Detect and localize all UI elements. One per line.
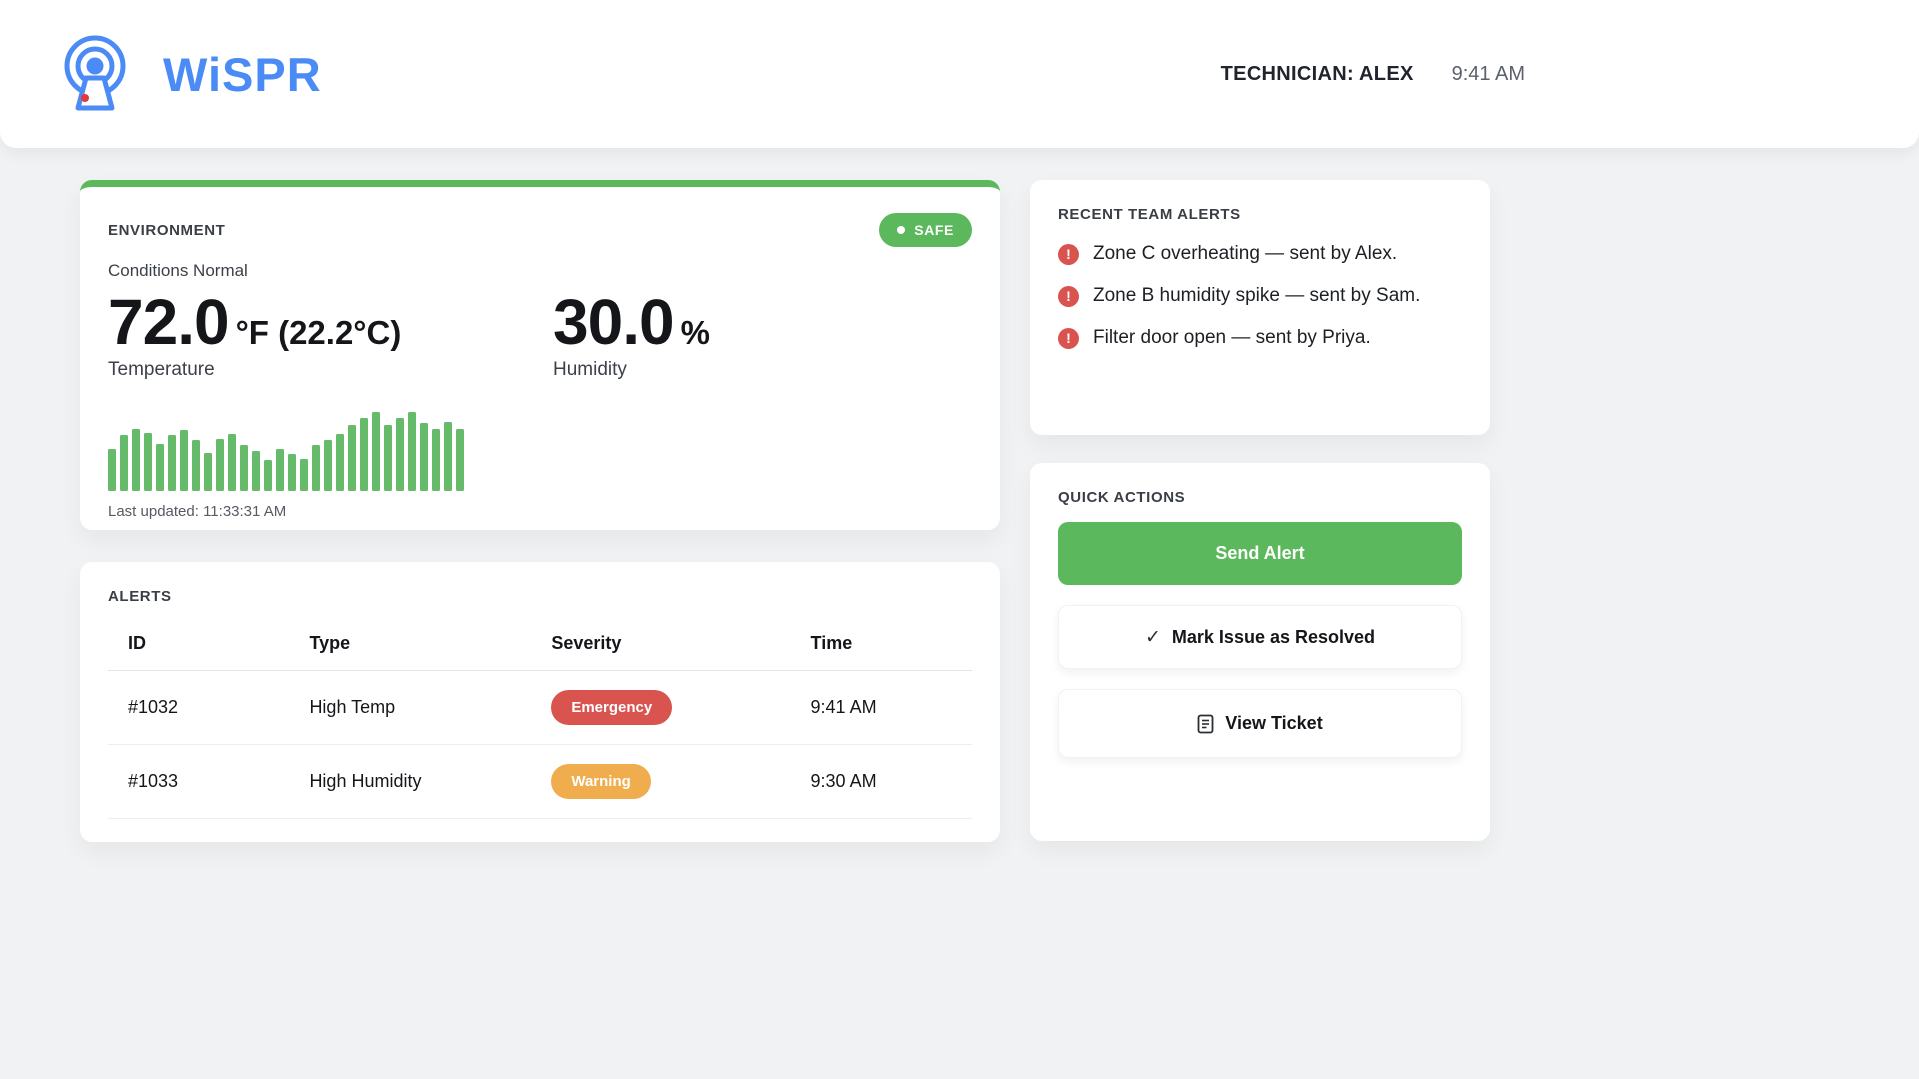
humidity-value: 30.0	[553, 286, 675, 358]
sparkline-bar	[384, 425, 392, 491]
alert-severity-cell: Warning	[531, 744, 791, 819]
team-alerts-card: RECENT TEAM ALERTS ! Zone C overheating …	[1030, 180, 1490, 435]
sparkline-bar	[408, 412, 416, 491]
ticket-document-icon	[1197, 714, 1214, 733]
alert-severity-cell: Emergency	[531, 670, 791, 745]
check-icon: ✓	[1144, 626, 1161, 648]
severity-pill-emergency: Emergency	[551, 690, 673, 725]
alert-time-cell: 9:41 AM	[790, 670, 972, 745]
alert-exclamation-icon: !	[1058, 327, 1079, 349]
team-alert-text: Zone C overheating — sent by Alex.	[1093, 243, 1398, 264]
view-ticket-label: View Ticket	[1225, 713, 1323, 733]
temperature-value: 72.0	[108, 286, 230, 358]
sparkline-bar	[360, 418, 368, 491]
header-time: 9:41 AM	[1451, 62, 1525, 85]
sparkline-bar	[324, 440, 332, 491]
team-alert-text: Zone B humidity spike — sent by Sam.	[1093, 285, 1421, 306]
mark-resolved-button[interactable]: ✓ Mark Issue as Resolved	[1058, 605, 1462, 669]
humidity-label: Humidity	[553, 359, 627, 380]
sparkline-bar	[228, 434, 236, 491]
environment-card: ENVIRONMENT SAFE Conditions Normal 72.0 …	[80, 180, 1000, 530]
mark-resolved-label: Mark Issue as Resolved	[1171, 626, 1376, 647]
environment-sparkline	[108, 411, 474, 491]
sparkline-bar	[216, 439, 224, 491]
sparkline-bar	[156, 444, 164, 491]
sparkline-bar	[288, 454, 296, 491]
last-updated-text: Last updated: 11:33:31 AM	[108, 503, 287, 520]
sparkline-bar	[420, 423, 428, 491]
column-header-type: Type	[289, 619, 532, 671]
brand: WiSPR	[55, 32, 322, 116]
column-header-time: Time	[790, 619, 972, 671]
alert-type-cell: High Temp	[289, 670, 532, 745]
column-header-severity: Severity	[531, 619, 791, 671]
alerts-card: ALERTS ID Type Severity Time #1032 High …	[80, 562, 1000, 842]
sparkline-bar	[348, 425, 356, 491]
alert-exclamation-icon: !	[1058, 285, 1079, 307]
sparkline-bar	[108, 449, 116, 491]
sparkline-bar	[252, 451, 260, 491]
sparkline-bar	[396, 418, 404, 491]
view-ticket-button[interactable]: View Ticket	[1058, 689, 1462, 758]
quick-actions-card: QUICK ACTIONS Send Alert ✓ Mark Issue as…	[1030, 463, 1490, 841]
team-alerts-title: RECENT TEAM ALERTS	[1058, 206, 1241, 223]
environment-title: ENVIRONMENT	[108, 221, 226, 239]
alert-id-cell: #1032	[108, 670, 290, 745]
alerts-header-row: ID Type Severity Time	[108, 619, 972, 671]
sparkline-bar	[120, 435, 128, 491]
team-alert-text: Filter door open — sent by Priya.	[1093, 327, 1371, 348]
app-header: WiSPR TECHNICIAN: ALEX 9:41 AM	[0, 0, 1919, 148]
sparkline-bar	[192, 440, 200, 491]
sparkline-bar	[240, 445, 248, 491]
column-header-id: ID	[108, 619, 290, 671]
sparkline-bar	[264, 460, 272, 491]
alert-type-cell: High Humidity	[289, 744, 532, 819]
sparkline-bar	[444, 422, 452, 491]
sparkline-bar	[204, 453, 212, 491]
table-row: #1032 High Temp Emergency 9:41 AM	[108, 670, 972, 745]
alerts-title: ALERTS	[108, 588, 172, 605]
team-alerts-list: ! Zone C overheating — sent by Alex. ! Z…	[1058, 243, 1462, 349]
sparkline-bar	[456, 429, 464, 491]
humidity-unit: %	[680, 314, 710, 351]
sparkline-bar	[132, 429, 140, 491]
status-badge: SAFE	[879, 213, 972, 247]
severity-pill-warning: Warning	[551, 764, 651, 799]
sparkline-bar	[336, 434, 344, 491]
alert-time-cell: 9:30 AM	[790, 744, 972, 819]
table-row: #1033 High Humidity Warning 9:30 AM	[108, 744, 972, 819]
sparkline-bar	[180, 430, 188, 491]
send-alert-label: Send Alert	[1215, 543, 1305, 563]
temperature-unit: °F (22.2°C)	[235, 314, 402, 351]
temperature-reading: 72.0 °F (22.2°C) Temperature	[108, 285, 553, 381]
sparkline-bar	[432, 429, 440, 491]
wispr-logo-icon	[55, 32, 135, 116]
send-alert-button[interactable]: Send Alert	[1058, 522, 1462, 585]
sparkline-bar	[144, 433, 152, 491]
list-item: ! Filter door open — sent by Priya.	[1058, 327, 1462, 349]
technician-label: TECHNICIAN: ALEX	[1220, 62, 1414, 85]
humidity-reading: 30.0 % Humidity	[553, 285, 710, 381]
temperature-label: Temperature	[108, 359, 215, 380]
sparkline-bar	[372, 412, 380, 491]
quick-actions-title: QUICK ACTIONS	[1058, 489, 1186, 506]
sparkline-bar	[168, 435, 176, 491]
sparkline-bar	[312, 445, 320, 491]
list-item: ! Zone B humidity spike — sent by Sam.	[1058, 285, 1462, 307]
safe-dot-icon	[897, 226, 906, 234]
list-item: ! Zone C overheating — sent by Alex.	[1058, 243, 1462, 265]
sparkline-bar	[300, 459, 308, 491]
status-badge-label: SAFE	[914, 222, 954, 238]
alert-exclamation-icon: !	[1058, 243, 1079, 265]
alert-id-cell: #1033	[108, 744, 290, 819]
sparkline-bar	[276, 449, 284, 491]
alerts-table: ID Type Severity Time #1032 High Temp Em…	[108, 619, 972, 819]
brand-name: WiSPR	[163, 47, 322, 101]
dashboard-main: ENVIRONMENT SAFE Conditions Normal 72.0 …	[80, 180, 1919, 842]
condition-text: Conditions Normal	[108, 261, 248, 280]
